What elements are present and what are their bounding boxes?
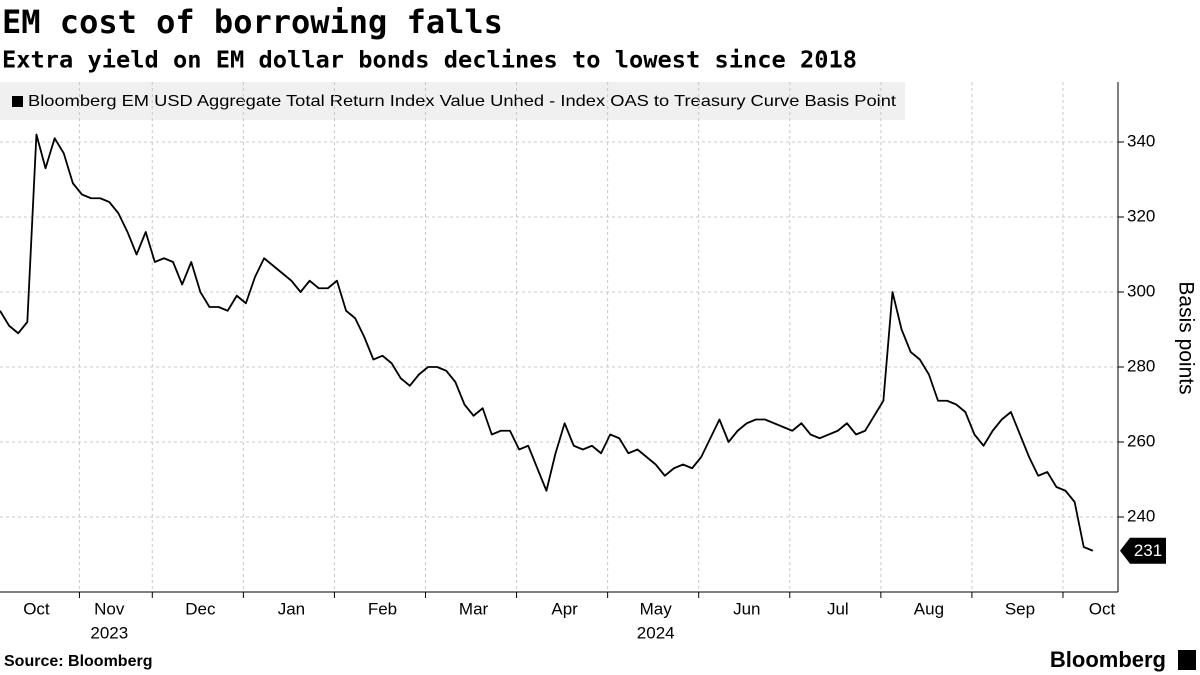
- y-tick-label: 300: [1127, 281, 1155, 300]
- x-tick-label: May: [640, 599, 673, 618]
- chart-title: EM cost of borrowing falls: [2, 3, 503, 41]
- x-tick-label: Aug: [914, 599, 944, 618]
- x-tick-label: Feb: [368, 599, 397, 618]
- y-tick-label: 260: [1127, 431, 1155, 450]
- x-tick-label: Apr: [551, 599, 578, 618]
- x-tick-label: Nov: [94, 599, 125, 618]
- x-tick-label: Sep: [1005, 599, 1035, 618]
- chart-subtitle: Extra yield on EM dollar bonds declines …: [2, 48, 857, 74]
- x-tick-label: Oct: [1089, 599, 1116, 618]
- x-year-label: 2023: [90, 623, 128, 642]
- y-tick-label: 240: [1127, 506, 1155, 525]
- y-tick-label: 320: [1127, 206, 1155, 225]
- brand-icon: [1178, 650, 1196, 670]
- x-tick-label: Jan: [278, 599, 305, 618]
- legend-label: Bloomberg EM USD Aggregate Total Return …: [28, 93, 897, 110]
- x-tick-label: Jun: [733, 599, 760, 618]
- x-tick-label: Mar: [459, 599, 489, 618]
- brand: Bloomberg: [1050, 647, 1166, 672]
- x-year-label: 2024: [637, 623, 675, 642]
- x-tick-label: Oct: [23, 599, 50, 618]
- y-axis-label: Basis points: [1174, 281, 1197, 394]
- x-tick-label: Jul: [827, 599, 849, 618]
- legend-box: [0, 82, 905, 120]
- end-label: 231: [1134, 541, 1162, 560]
- y-tick-label: 280: [1127, 356, 1155, 375]
- source: Source: Bloomberg: [4, 653, 152, 670]
- end-label-box: [1120, 537, 1166, 564]
- x-tick-label: Dec: [185, 599, 216, 618]
- legend-swatch: [12, 96, 23, 107]
- y-tick-label: 340: [1127, 131, 1155, 150]
- series-line: [0, 133, 1094, 552]
